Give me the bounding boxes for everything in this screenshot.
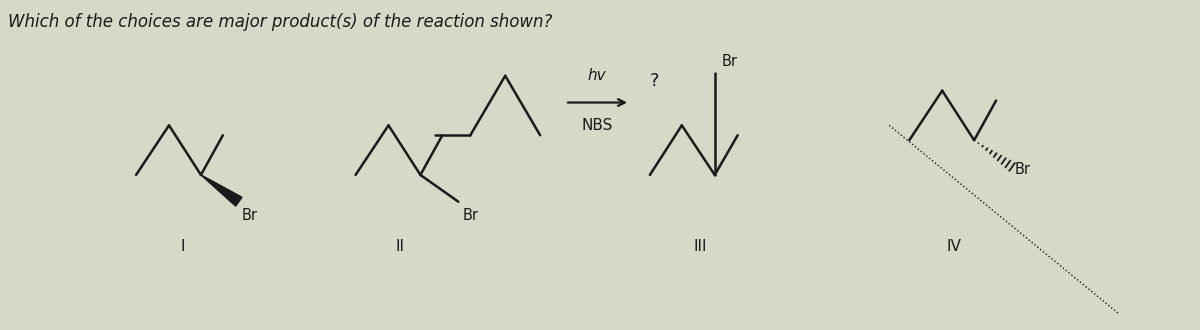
Text: Br: Br xyxy=(242,208,258,223)
Text: Br: Br xyxy=(1015,162,1031,178)
Text: IV: IV xyxy=(947,239,961,254)
Text: Br: Br xyxy=(462,208,479,223)
Text: III: III xyxy=(694,239,707,254)
Text: Br: Br xyxy=(721,54,738,69)
Polygon shape xyxy=(200,175,242,206)
Text: Which of the choices are major product(s) of the reaction shown?: Which of the choices are major product(s… xyxy=(8,13,553,31)
Text: NBS: NBS xyxy=(581,118,613,133)
Text: I: I xyxy=(181,239,185,254)
Text: hv: hv xyxy=(588,68,606,83)
Text: ?: ? xyxy=(650,72,660,90)
Text: II: II xyxy=(396,239,404,254)
